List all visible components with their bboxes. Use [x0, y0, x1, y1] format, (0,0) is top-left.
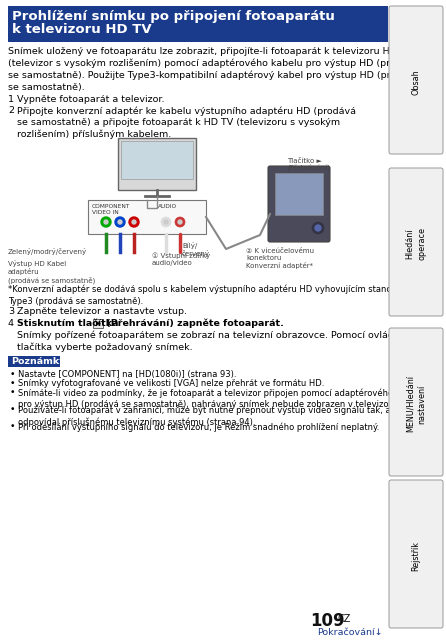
Text: ① Vstupní zdířky
audio/video: ① Vstupní zdířky audio/video	[152, 252, 210, 266]
FancyBboxPatch shape	[275, 173, 323, 215]
Text: Snímek uložený ve fotoaparátu lze zobrazit, připojíte-li fotoaparát k televizoru: Snímek uložený ve fotoaparátu lze zobraz…	[8, 47, 420, 92]
Text: 1: 1	[8, 95, 14, 104]
Text: Používáte-li fotoaparát v zahraničí, může být nutné přepnout výstup video signál: Používáte-li fotoaparát v zahraničí, můž…	[18, 405, 401, 427]
Text: 3: 3	[8, 307, 14, 316]
Circle shape	[178, 220, 182, 224]
Circle shape	[129, 217, 139, 227]
Text: •: •	[10, 422, 16, 431]
Circle shape	[104, 220, 108, 224]
Circle shape	[312, 222, 324, 234]
Text: Snímky vyfotografované ve velikosti [VGA] nelze přehrát ve formátu HD.: Snímky vyfotografované ve velikosti [VGA…	[18, 379, 324, 388]
Text: Rejstřík: Rejstřík	[412, 541, 421, 571]
Text: ▶: ▶	[95, 321, 100, 326]
Text: Obsah: Obsah	[412, 69, 421, 95]
Text: 109: 109	[310, 612, 345, 630]
Text: Snímáte-li video za podmínky, že je fotoaparát a televizor připojen pomocí adapt: Snímáte-li video za podmínky, že je foto…	[18, 388, 424, 408]
FancyBboxPatch shape	[389, 328, 443, 476]
Circle shape	[115, 217, 125, 227]
FancyBboxPatch shape	[118, 138, 196, 190]
Text: CZ: CZ	[338, 614, 351, 624]
FancyBboxPatch shape	[389, 6, 443, 154]
Text: (Přehrávání) zapněte fotoaparát.: (Přehrávání) zapněte fotoaparát.	[103, 319, 284, 328]
FancyBboxPatch shape	[8, 356, 60, 367]
Text: Konverzní adaptér*: Konverzní adaptér*	[246, 262, 313, 269]
Text: Vypněte fotoaparát a televizor.: Vypněte fotoaparát a televizor.	[17, 95, 165, 104]
Text: Pokračování↓: Pokračování↓	[318, 628, 383, 637]
Text: k televizoru HD TV: k televizoru HD TV	[12, 23, 152, 36]
Circle shape	[132, 220, 136, 224]
Text: •: •	[10, 370, 16, 379]
Circle shape	[164, 220, 168, 224]
FancyBboxPatch shape	[389, 480, 443, 628]
Text: Zelený/modrý/červený: Zelený/modrý/červený	[8, 248, 87, 255]
Text: Zapněte televizor a nastavte vstup.: Zapněte televizor a nastavte vstup.	[17, 307, 187, 316]
Text: ② K víceúčelovému
konektoru: ② K víceúčelovému konektoru	[246, 248, 314, 261]
Text: Nastavte [COMPONENT] na [HD(1080i)] (strana 93).: Nastavte [COMPONENT] na [HD(1080i)] (str…	[18, 370, 236, 379]
FancyBboxPatch shape	[88, 200, 206, 234]
Circle shape	[315, 225, 321, 231]
Circle shape	[175, 217, 185, 227]
Text: Prohlížení snímku po připojení fotoaparátu: Prohlížení snímku po připojení fotoapará…	[12, 10, 335, 23]
Text: Hledání
operace: Hledání operace	[405, 227, 426, 260]
Text: 2: 2	[8, 106, 14, 115]
Text: Tlačítko ►
(Přehrávání): Tlačítko ► (Přehrávání)	[287, 158, 330, 172]
Circle shape	[101, 217, 111, 227]
Text: COMPONENT
VIDEO IN: COMPONENT VIDEO IN	[92, 204, 130, 215]
Circle shape	[118, 220, 122, 224]
Text: Výstup HD Kabel
adaptéru
(prodává se samostatně): Výstup HD Kabel adaptéru (prodává se sam…	[8, 260, 95, 284]
Text: •: •	[10, 388, 16, 397]
Text: Snímky pořízené fotoaparátem se zobrazí na televizní obrazovce. Pomocí ovládacíh: Snímky pořízené fotoaparátem se zobrazí …	[17, 330, 419, 351]
Text: *Konverzní adaptér se dodává spolu s kabelem výstupního adaptéru HD vyhovujícím : *Konverzní adaptér se dodává spolu s kab…	[8, 285, 411, 306]
Text: Připojte konverzní adaptér ke kabelu výstupního adaptéru HD (prodává
se samostat: Připojte konverzní adaptér ke kabelu výs…	[17, 106, 356, 139]
Text: AUDIO: AUDIO	[158, 204, 177, 209]
Text: •: •	[10, 405, 16, 414]
Text: •: •	[10, 379, 16, 388]
Text: MENU/Hledání
nastavení: MENU/Hledání nastavení	[405, 376, 426, 433]
Text: 4: 4	[8, 319, 14, 328]
Circle shape	[161, 217, 171, 227]
FancyBboxPatch shape	[268, 166, 330, 242]
Text: Stisknutím tlačítka: Stisknutím tlačítka	[17, 319, 122, 328]
Text: Poznámky: Poznámky	[11, 358, 66, 367]
Text: Bílý/
červený: Bílý/ červený	[182, 242, 210, 257]
FancyBboxPatch shape	[389, 168, 443, 316]
Text: Při odesílání výstupního signálu do televizoru, je Režim snadného prohlížení nep: Při odesílání výstupního signálu do tele…	[18, 422, 380, 431]
FancyBboxPatch shape	[93, 319, 103, 328]
FancyBboxPatch shape	[121, 141, 193, 179]
FancyBboxPatch shape	[8, 6, 388, 42]
